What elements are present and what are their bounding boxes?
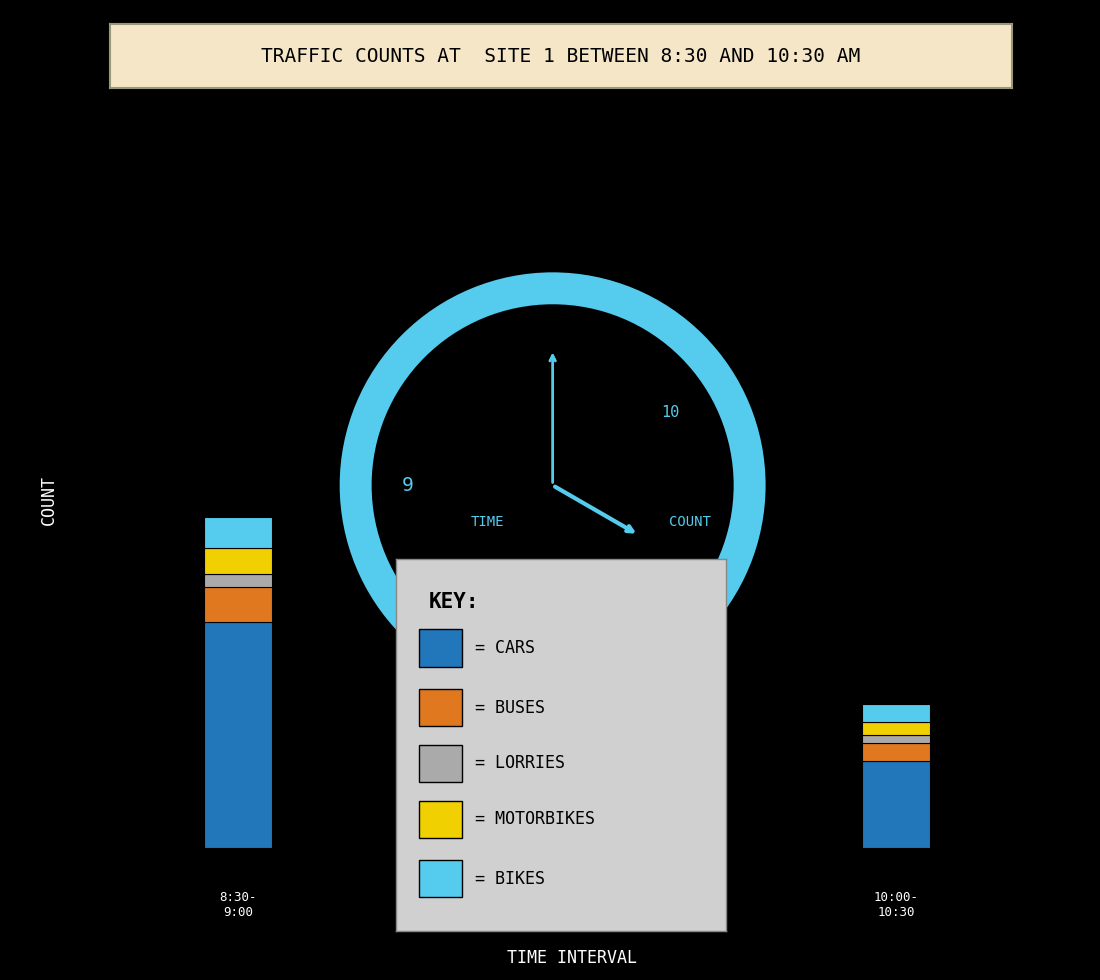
Text: = BIKES: = BIKES	[475, 870, 546, 888]
Bar	[419, 860, 462, 898]
Bar	[601, 687, 669, 705]
Bar	[205, 517, 272, 548]
Bar	[427, 661, 495, 669]
Text: 9:30-
10:00: 9:30- 10:00	[616, 892, 653, 919]
Text: = MOTORBIKES: = MOTORBIKES	[475, 810, 595, 828]
Text: TIME: TIME	[471, 514, 504, 528]
Text: = LORRIES: = LORRIES	[475, 755, 565, 772]
Bar	[862, 744, 931, 760]
Bar	[601, 705, 669, 726]
Bar	[205, 548, 272, 573]
Bar	[419, 629, 462, 666]
Bar	[862, 705, 931, 721]
Text: 10:00-
10:30: 10:00- 10:30	[873, 892, 918, 919]
Text: COUNT: COUNT	[669, 514, 711, 528]
Bar	[205, 587, 272, 621]
Ellipse shape	[372, 304, 734, 666]
Bar	[427, 669, 495, 696]
Text: TIME INTERVAL: TIME INTERVAL	[507, 950, 637, 967]
Text: COUNT: COUNT	[41, 474, 58, 525]
Bar	[419, 689, 462, 726]
Bar	[427, 621, 495, 644]
Bar	[862, 760, 931, 848]
Bar	[601, 726, 669, 848]
Bar	[419, 801, 462, 838]
Text: = BUSES: = BUSES	[475, 699, 546, 716]
Bar	[205, 621, 272, 848]
Text: 8:30-
9:00: 8:30- 9:00	[219, 892, 256, 919]
Bar	[601, 644, 669, 665]
Text: 9: 9	[402, 476, 414, 495]
Ellipse shape	[340, 272, 766, 699]
Text: 10: 10	[661, 406, 680, 420]
Text: KEY:: KEY:	[429, 592, 480, 612]
Bar	[205, 573, 272, 587]
Bar	[427, 644, 495, 661]
Bar	[427, 696, 495, 848]
Text: TRAFFIC COUNTS AT  SITE 1 BETWEEN 8:30 AND 10:30 AM: TRAFFIC COUNTS AT SITE 1 BETWEEN 8:30 AN…	[262, 47, 860, 66]
Text: = CARS: = CARS	[475, 639, 536, 657]
Bar	[862, 721, 931, 735]
Bar	[601, 665, 669, 687]
Bar	[419, 745, 462, 782]
Bar	[862, 735, 931, 744]
Text: 9:00-
9:30: 9:00- 9:30	[442, 892, 480, 919]
